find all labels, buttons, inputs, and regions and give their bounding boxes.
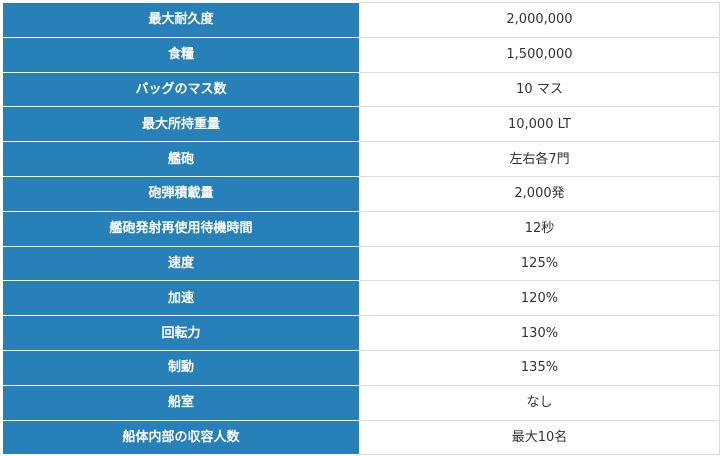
spec-value-braking: 135% (359, 349, 720, 386)
spec-label-acceleration: 加速 (2, 280, 360, 317)
spec-label-turning: 回転力 (2, 315, 360, 351)
spec-value-cannonball-capacity: 2,000発 (359, 175, 720, 212)
spec-label-speed: 速度 (2, 245, 360, 282)
spec-label-max-durability: 最大耐久度 (2, 2, 360, 38)
table-row: 船体内部の収容人数 最大10名 (2, 419, 720, 456)
table-row: 船室 なし (2, 384, 720, 421)
spec-value-cannons: 左右各7門 (359, 141, 720, 177)
spec-value-bag-slots: 10 マス (359, 71, 720, 108)
spec-value-acceleration: 120% (359, 280, 720, 317)
spec-label-cannon-cooldown: 艦砲発射再使用待機時間 (2, 210, 360, 247)
spec-value-speed: 125% (359, 245, 720, 282)
table-row: 加速 120% (2, 280, 720, 317)
spec-value-hull-capacity: 最大10名 (359, 419, 720, 456)
table-row: 回転力 130% (2, 315, 720, 351)
table-row: 速度 125% (2, 245, 720, 282)
table-row: 艦砲発射再使用待機時間 12秒 (2, 210, 720, 247)
spec-label-bag-slots: バッグのマス数 (2, 71, 360, 108)
spec-value-food: 1,500,000 (359, 36, 720, 73)
spec-value-cabin: なし (359, 384, 720, 421)
spec-label-hull-capacity: 船体内部の収容人数 (2, 419, 360, 456)
spec-label-cannons: 艦砲 (2, 141, 360, 177)
spec-value-cannon-cooldown: 12秒 (359, 210, 720, 247)
spec-value-max-weight: 10,000 LT (359, 106, 720, 143)
table-row: 最大耐久度 2,000,000 (2, 2, 720, 38)
spec-value-max-durability: 2,000,000 (359, 2, 720, 38)
table-row: バッグのマス数 10 マス (2, 71, 720, 108)
spec-label-cannonball-capacity: 砲弾積載量 (2, 175, 360, 212)
table-row: 艦砲 左右各7門 (2, 141, 720, 177)
table-row: 砲弾積載量 2,000発 (2, 175, 720, 212)
table-row: 制動 135% (2, 349, 720, 386)
spec-value-turning: 130% (359, 315, 720, 351)
table-row: 最大所持重量 10,000 LT (2, 106, 720, 143)
spec-label-max-weight: 最大所持重量 (2, 106, 360, 143)
spec-label-food: 食糧 (2, 36, 360, 73)
table-row: 食糧 1,500,000 (2, 36, 720, 73)
spec-label-braking: 制動 (2, 349, 360, 386)
spec-label-cabin: 船室 (2, 384, 360, 421)
